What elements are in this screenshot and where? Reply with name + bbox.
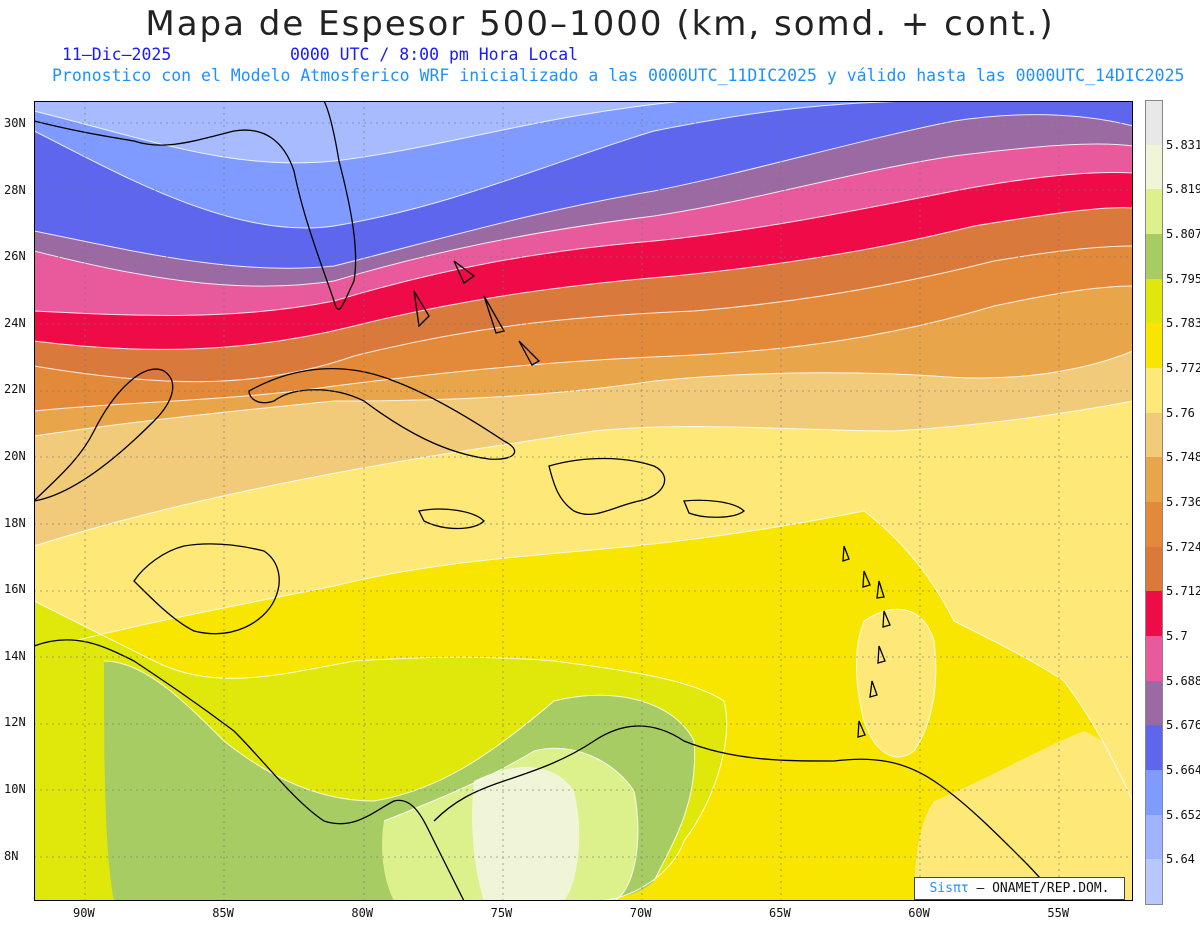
band-5.819 (472, 767, 580, 901)
colorbar-swatch (1145, 814, 1162, 860)
lon-tick-80W: 80W (351, 906, 374, 920)
lat-tick-22N: 22N (4, 382, 26, 397)
colorbar-swatch (1145, 859, 1162, 905)
colorbar-swatch (1145, 323, 1162, 369)
band-5.760-east (856, 609, 936, 757)
colorbar-swatch (1145, 457, 1162, 503)
colorbar-swatch (1145, 234, 1162, 280)
lon-tick-70W: 70W (629, 906, 652, 920)
colorbar-swatch (1145, 278, 1162, 324)
thickness-map (34, 101, 1133, 901)
colorbar-label: 5.783 (1166, 316, 1200, 331)
colorbar-label: 5.652 (1166, 807, 1200, 822)
lat-tick-24N: 24N (4, 315, 26, 330)
lat-tick-20N: 20N (4, 449, 26, 463)
colorbar-swatch (1145, 368, 1162, 414)
credit-box: Sisπτ – ONAMET/REP.DOM. (914, 877, 1125, 900)
lat-tick-14N: 14N (4, 648, 26, 663)
colorbar-swatch (1145, 636, 1162, 682)
colorbar-swatch (1145, 725, 1162, 771)
colorbar-label: 5.736 (1166, 495, 1200, 509)
colorbar-label: 5.688 (1166, 673, 1200, 688)
map-frame (34, 101, 1133, 901)
lat-tick-26N: 26N (4, 249, 26, 264)
lon-tick-75W: 75W (490, 906, 513, 920)
colorbar-swatch (1145, 100, 1162, 146)
contour-lines (34, 101, 1133, 901)
colorbar-label: 5.724 (1166, 539, 1200, 554)
lat-tick-18N: 18N (4, 515, 26, 530)
colorbar-label: 5.676 (1166, 718, 1200, 733)
colorbar-swatch (1145, 680, 1162, 726)
forecast-date: 11–Dic–2025 (62, 45, 172, 64)
colorbar-swatch (1145, 502, 1162, 548)
lon-tick-55W: 55W (1047, 906, 1070, 920)
lon-tick-65W: 65W (769, 906, 791, 920)
colorbar-swatch (1145, 412, 1162, 458)
band-5.760-se (914, 731, 1133, 901)
lon-tick-90W: 90W (73, 906, 95, 920)
colorbar-frame (1145, 100, 1163, 905)
colorbar-label: 5.772 (1166, 361, 1200, 375)
colorbar-label: 5.795 (1166, 271, 1200, 286)
colorbar-label: 5.712 (1166, 584, 1200, 599)
colorbar-label: 5.76 (1166, 405, 1195, 420)
colorbar-swatch (1145, 546, 1162, 592)
lat-tick-8N: 8N (4, 848, 19, 863)
colorbar-label: 5.748 (1166, 450, 1200, 465)
map-title: Mapa de Espesor 500–1000 (km, somd. + co… (145, 4, 1055, 44)
credit-text: – ONAMET/REP.DOM. (976, 881, 1110, 896)
lat-tick-30N: 30N (4, 116, 26, 130)
colorbar-swatch (1145, 591, 1162, 637)
colorbar-label: 5.664 (1166, 763, 1200, 777)
lat-tick-10N: 10N (4, 782, 26, 796)
colorbar-label: 5.807 (1166, 227, 1200, 241)
colorbar-swatch (1145, 189, 1162, 235)
credit-brand: Sisπτ (929, 881, 969, 896)
colorbar-label: 5.831 (1166, 137, 1200, 152)
coastlines (34, 101, 1065, 901)
forecast-time: 0000 UTC / 8:00 pm Hora Local (290, 45, 579, 64)
colorbar-swatch (1145, 770, 1162, 816)
lat-tick-28N: 28N (4, 182, 26, 197)
colorbar-label: 5.819 (1166, 182, 1200, 197)
colorbar-swatch (1145, 144, 1162, 190)
colorbar-label: 5.7 (1166, 629, 1188, 643)
lon-tick-60W: 60W (908, 906, 930, 920)
lat-tick-16N: 16N (4, 582, 26, 597)
forecast-description: Pronostico con el Modelo Atmosferico WRF… (52, 66, 1185, 85)
lat-tick-12N: 12N (4, 715, 26, 730)
lon-tick-85W: 85W (212, 906, 234, 920)
colorbar-label: 5.64 (1166, 852, 1195, 867)
graticule (34, 101, 1133, 901)
